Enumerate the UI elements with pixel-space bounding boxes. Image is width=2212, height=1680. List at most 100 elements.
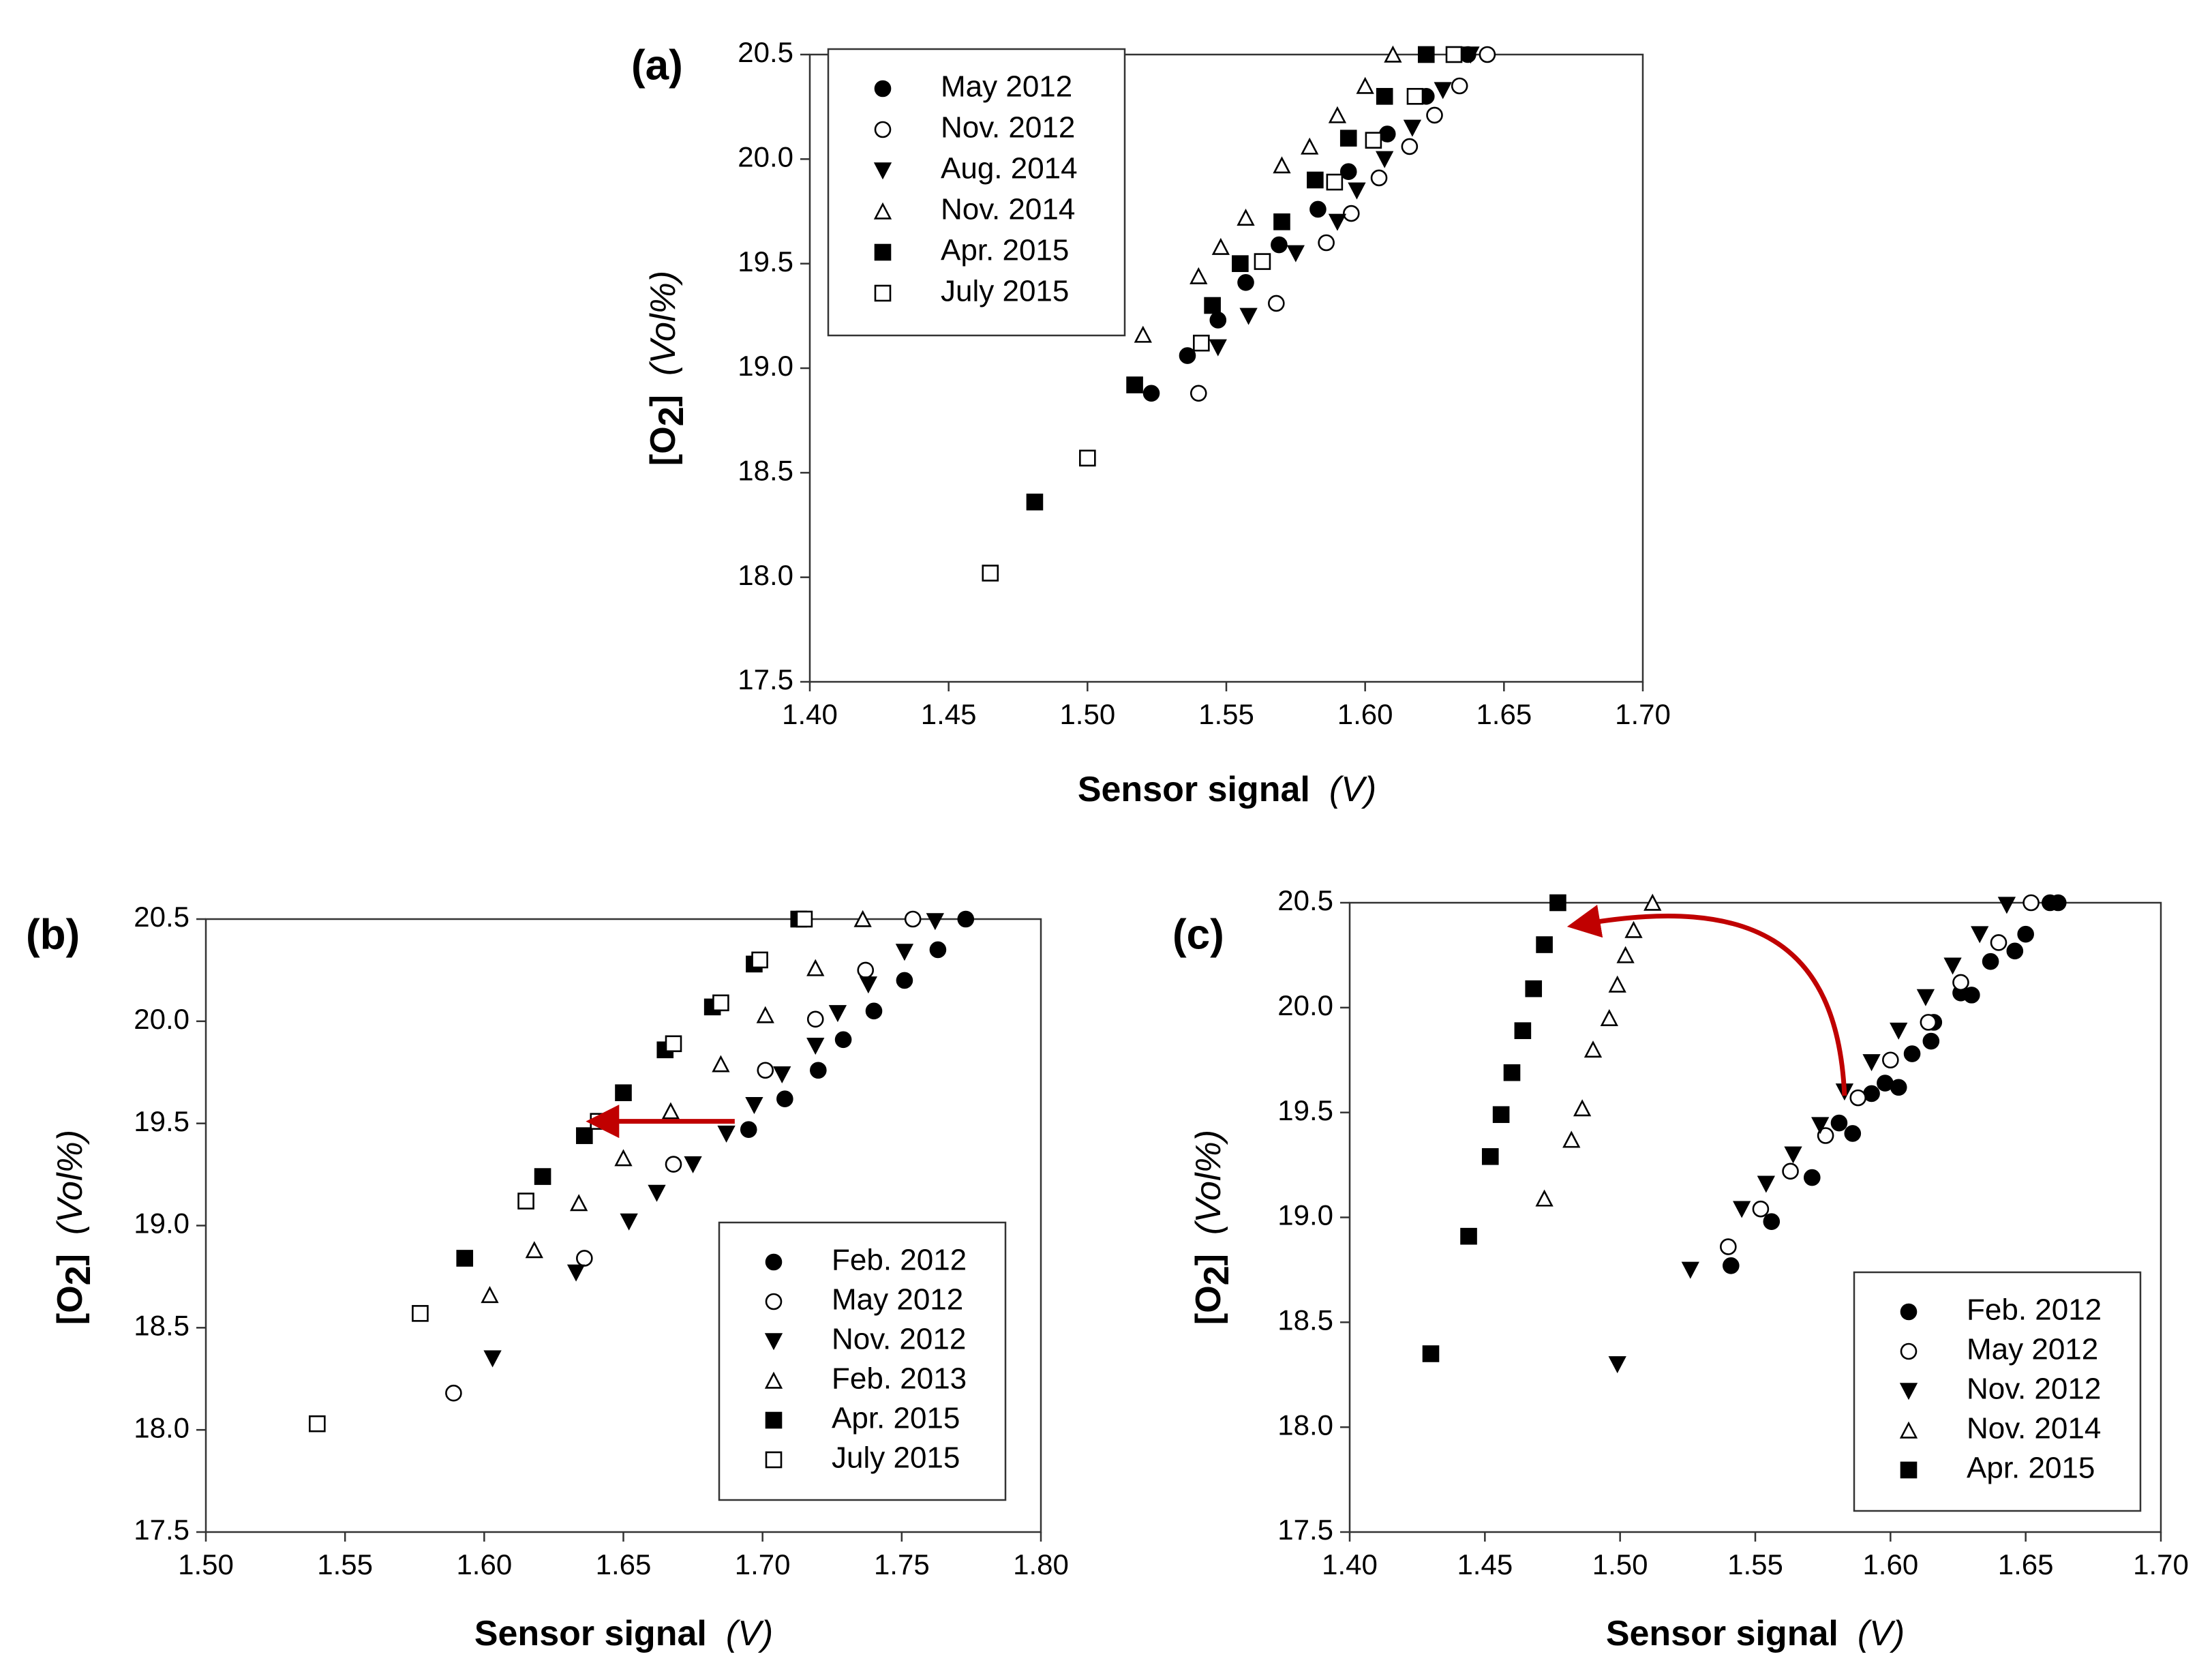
panel-a: (a) 1.40 1.45 1.50 1.55 1.60 1.65 1.70 17.5 18.0 1…: [631, 36, 1671, 809]
series-nov-2012: [1190, 46, 1496, 402]
legend-item: May 2012: [1900, 1333, 2098, 1366]
legend-marker: [765, 1293, 783, 1310]
y-tick-label: 20.0: [1277, 989, 1333, 1021]
x-tick-label: 1.50: [178, 1548, 234, 1580]
panel-label: (c): [1172, 911, 1224, 958]
data-point: [896, 972, 913, 989]
data-point: [1271, 236, 1288, 254]
data-point: [1193, 334, 1210, 352]
data-point: [1862, 1054, 1881, 1072]
x-axis-unit: (V): [726, 1614, 773, 1653]
data-point: [926, 913, 944, 931]
data-point: [895, 944, 914, 961]
data-point: [570, 1194, 588, 1212]
data-point: [853, 910, 872, 927]
y-tick-label: 20.5: [1277, 884, 1333, 916]
data-point: [1307, 171, 1324, 189]
series-nov-2012: [483, 913, 944, 1368]
data-point: [1343, 205, 1360, 222]
data-point: [929, 941, 947, 959]
x-axis-label: Sensor signal: [1078, 770, 1310, 809]
data-point: [1461, 46, 1480, 64]
y-tick-label: 20.0: [738, 140, 793, 172]
data-point: [1890, 1022, 1908, 1040]
y-axis-label: [O: [50, 1285, 90, 1325]
legend-item: Aug. 2014: [873, 152, 1078, 185]
legend-item: July 2015: [765, 1441, 960, 1475]
y-tick-label: 18.5: [134, 1309, 190, 1341]
data-point: [665, 1035, 682, 1053]
data-point: [904, 910, 922, 928]
data-point: [1309, 200, 1327, 218]
data-point: [1616, 946, 1635, 963]
data-point: [982, 565, 999, 582]
data-point: [1079, 449, 1096, 467]
data-point: [717, 1125, 736, 1143]
data-point: [1723, 1257, 1740, 1274]
legend-label: Apr. 2015: [1967, 1452, 2095, 1485]
data-point: [2006, 942, 2024, 960]
legend-label: Feb. 2012: [832, 1244, 967, 1277]
x-tick-label: 1.40: [782, 698, 838, 730]
data-point: [1434, 82, 1452, 100]
data-point: [1179, 347, 1196, 364]
legend-label: May 2012: [1967, 1333, 2098, 1366]
legend-item: Nov. 2012: [764, 1323, 966, 1356]
legend-item: Nov. 2012: [1899, 1372, 2101, 1406]
data-point: [1356, 76, 1374, 94]
y-tick-label: 18.0: [1277, 1409, 1333, 1441]
data-point: [1273, 213, 1290, 230]
legend-marker: [1899, 1383, 1918, 1400]
legend: Feb. 2012 May 2012 Nov. 2012 Feb. 2013 Apr. …: [718, 1221, 1007, 1501]
legend-item: May 2012: [765, 1283, 963, 1317]
x-tick-label: 1.70: [1615, 698, 1671, 730]
x-axis-unit: (V): [1858, 1614, 1905, 1653]
data-point: [1239, 308, 1258, 325]
y-tick-label: 20.0: [134, 1003, 190, 1035]
legend-marker: [1900, 1342, 1918, 1360]
data-point: [309, 1415, 326, 1432]
data-point: [1549, 894, 1566, 912]
data-point: [712, 994, 729, 1012]
data-point: [1376, 151, 1394, 168]
x-tick-label: 1.70: [735, 1548, 791, 1580]
data-point: [1757, 1175, 1776, 1193]
panel-label: (b): [26, 911, 80, 958]
data-point: [806, 1038, 825, 1055]
data-point: [1401, 138, 1419, 155]
data-point: [534, 1168, 551, 1185]
legend-label: Aug. 2014: [941, 152, 1078, 185]
legend-label: Feb. 2013: [832, 1362, 967, 1396]
legend-item: Apr. 2015: [765, 1402, 960, 1435]
legend-item: July 2015: [874, 275, 1069, 308]
data-point: [481, 1286, 499, 1304]
y-axis-subscript: 2: [652, 406, 691, 426]
y-axis-bracket: ]: [643, 395, 683, 406]
data-point: [1026, 493, 1044, 511]
data-point: [517, 1192, 534, 1210]
y-axis-subscript: 2: [1197, 1265, 1237, 1285]
legend-marker: [874, 243, 892, 261]
data-point: [1982, 952, 1999, 970]
data-point: [1817, 1127, 1834, 1144]
x-tick-label: 1.80: [1013, 1548, 1069, 1580]
series-feb-2012: [740, 910, 975, 1138]
data-point: [1451, 77, 1468, 95]
data-point: [1525, 980, 1543, 997]
data-point: [1326, 173, 1344, 191]
data-point: [1733, 1201, 1751, 1218]
legend-label: May 2012: [941, 70, 1072, 104]
data-point: [1920, 1014, 1937, 1031]
data-point: [757, 1062, 774, 1079]
legend-marker: [1899, 1421, 1918, 1439]
data-point: [857, 961, 875, 979]
data-point: [756, 1006, 774, 1023]
y-axis-bracket: ]: [50, 1254, 90, 1265]
data-point: [1126, 376, 1143, 393]
x-axis-title: Sensor signal (V): [474, 1614, 773, 1653]
x-tick-label: 1.45: [1457, 1548, 1513, 1580]
legend-item: Feb. 2012: [1900, 1293, 2102, 1327]
data-point: [2049, 894, 2067, 912]
x-tick-label: 1.50: [1592, 1548, 1648, 1580]
series-feb-2012: [1723, 894, 2067, 1274]
